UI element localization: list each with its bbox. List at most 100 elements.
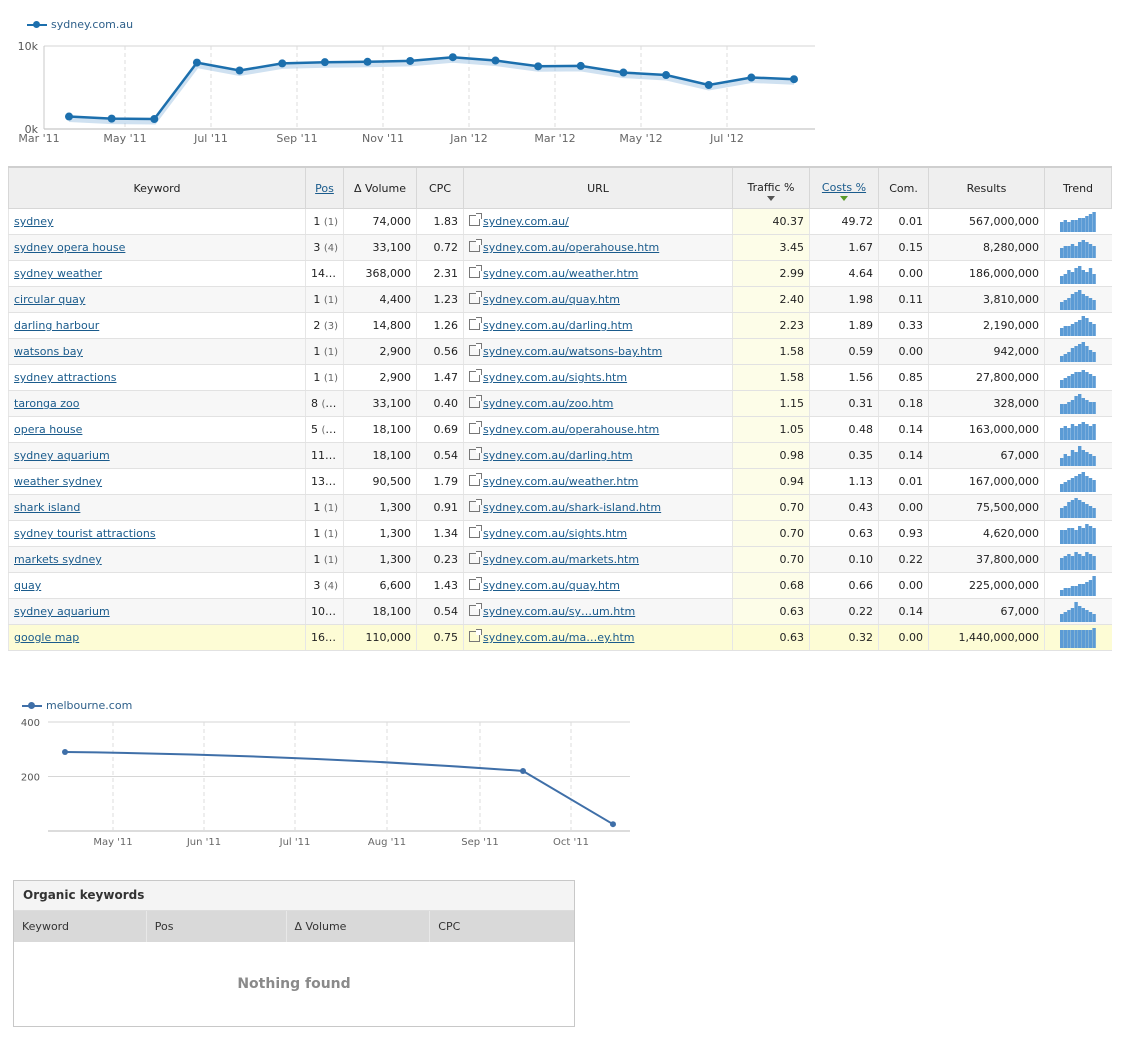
- url-link[interactable]: sydney.com.au/sy…um.htm: [483, 605, 636, 618]
- url-link[interactable]: sydney.com.au/quay.htm: [483, 293, 620, 306]
- col-cpc[interactable]: CPC: [438, 920, 461, 933]
- table-row[interactable]: shark island 1 (1) 1,300 0.91 sydney.com.au/…: [8, 494, 1112, 521]
- keyword-link[interactable]: sydney aquarium: [14, 605, 110, 618]
- keyword-link[interactable]: opera house: [14, 423, 83, 436]
- volume-cell: 6,600: [343, 572, 417, 599]
- keyword-link[interactable]: circular quay: [14, 293, 86, 306]
- table-row[interactable]: opera house 5 (12) 18,100 0.69 sydney.com.au…: [8, 416, 1112, 443]
- keyword-link[interactable]: weather sydney: [14, 475, 103, 488]
- keyword-link[interactable]: sydney weather: [14, 267, 103, 280]
- table-row[interactable]: taronga zoo 8 (16) 33,100 0.40 sydney.com.au…: [8, 390, 1112, 417]
- x-tick-label: Jun '11: [186, 837, 221, 848]
- external-link-icon[interactable]: [469, 317, 482, 330]
- external-link-icon[interactable]: [469, 421, 482, 434]
- keyword-link[interactable]: sydney: [14, 215, 54, 228]
- col-url[interactable]: URL: [463, 166, 733, 209]
- keyword-link[interactable]: shark island: [14, 501, 81, 514]
- trend-bar: [1078, 525, 1082, 544]
- x-tick-label: May '12: [619, 132, 662, 145]
- url-link[interactable]: sydney.com.au/operahouse.htm: [483, 423, 660, 436]
- pos-value: 3: [313, 579, 321, 592]
- external-link-icon[interactable]: [469, 291, 482, 304]
- trend-bar: [1085, 503, 1089, 518]
- col-cpc[interactable]: CPC: [416, 166, 464, 209]
- table-row[interactable]: sydney attractions 1 (1) 2,900 1.47 sydney.c…: [8, 364, 1112, 391]
- trend-bar: [1063, 481, 1068, 492]
- col-volume[interactable]: Δ Volume: [343, 166, 417, 209]
- url-link[interactable]: sydney.com.au/weather.htm: [483, 475, 639, 488]
- external-link-icon[interactable]: [469, 629, 482, 642]
- col-keyword[interactable]: Keyword: [8, 166, 306, 209]
- trend-bar: [1085, 271, 1089, 284]
- url-link[interactable]: sydney.com.au/markets.htm: [483, 553, 640, 566]
- table-row[interactable]: circular quay 1 (1) 4,400 1.23 sydney.com.au…: [8, 286, 1112, 313]
- url-link[interactable]: sydney.com.au/darling.htm: [483, 319, 633, 332]
- url-link[interactable]: sydney.com.au/quay.htm: [483, 579, 620, 592]
- keyword-link[interactable]: sydney tourist attractions: [14, 527, 156, 540]
- sort-pos-link[interactable]: Pos: [315, 181, 334, 195]
- sydney-legend[interactable]: sydney.com.au: [27, 18, 133, 31]
- external-link-icon[interactable]: [469, 577, 482, 590]
- external-link-icon[interactable]: [469, 525, 482, 538]
- pos-cell: 3 (4): [305, 234, 344, 261]
- url-link[interactable]: sydney.com.au/operahouse.htm: [483, 241, 660, 254]
- table-row[interactable]: watsons bay 1 (1) 2,900 0.56 sydney.com.au/w…: [8, 338, 1112, 365]
- table-row[interactable]: quay 3 (4) 6,600 1.43 sydney.com.au/quay.htm…: [8, 572, 1112, 599]
- col-volume[interactable]: Δ Volume: [287, 911, 431, 942]
- keyword-link[interactable]: watsons bay: [14, 345, 83, 358]
- table-row[interactable]: sydney 1 (1) 74,000 1.83 sydney.com.au/40.37…: [8, 208, 1112, 235]
- keyword-link[interactable]: quay: [14, 579, 42, 592]
- col-traffic[interactable]: Traffic %: [732, 166, 810, 209]
- url-link[interactable]: sydney.com.au/shark-island.htm: [483, 501, 662, 514]
- url-link[interactable]: sydney.com.au/sights.htm: [483, 527, 628, 540]
- keyword-link[interactable]: sydney aquarium: [14, 449, 110, 462]
- keyword-link[interactable]: taronga zoo: [14, 397, 80, 410]
- col-results[interactable]: Results: [928, 166, 1045, 209]
- trend-bar: [1092, 299, 1097, 310]
- table-row[interactable]: darling harbour 2 (3) 14,800 1.26 sydney.com…: [8, 312, 1112, 339]
- external-link-icon[interactable]: [469, 213, 482, 226]
- col-pos[interactable]: Pos: [147, 911, 287, 942]
- melbourne-legend[interactable]: melbourne.com: [22, 699, 132, 712]
- url-link[interactable]: sydney.com.au/zoo.htm: [483, 397, 614, 410]
- external-link-icon[interactable]: [469, 551, 482, 564]
- external-link-icon[interactable]: [469, 447, 482, 460]
- keyword-link[interactable]: google map: [14, 631, 80, 644]
- table-row[interactable]: markets sydney 1 (1) 1,300 0.23 sydney.com.a…: [8, 546, 1112, 573]
- url-link[interactable]: sydney.com.au/weather.htm: [483, 267, 639, 280]
- keyword-link[interactable]: sydney opera house: [14, 241, 126, 254]
- url-link[interactable]: sydney.com.au/: [483, 215, 569, 228]
- external-link-icon[interactable]: [469, 265, 482, 278]
- trend-bar: [1074, 451, 1079, 466]
- keyword-link[interactable]: markets sydney: [14, 553, 102, 566]
- external-link-icon[interactable]: [469, 603, 482, 616]
- data-point: [62, 748, 68, 755]
- keyword-link[interactable]: darling harbour: [14, 319, 100, 332]
- col-com[interactable]: Com.: [878, 166, 929, 209]
- external-link-icon[interactable]: [469, 343, 482, 356]
- sort-costs-link[interactable]: Costs %: [821, 181, 867, 194]
- col-keyword[interactable]: Keyword: [14, 911, 147, 942]
- table-row[interactable]: sydney tourist attractions 1 (1) 1,300 1.34…: [8, 520, 1112, 547]
- trend-bar: [1081, 315, 1086, 336]
- trend-bar: [1089, 297, 1093, 310]
- col-costs[interactable]: Costs %: [809, 166, 879, 209]
- external-link-icon[interactable]: [469, 369, 482, 382]
- url-link[interactable]: sydney.com.au/ma…ey.htm: [483, 631, 635, 644]
- external-link-icon[interactable]: [469, 239, 482, 252]
- url-link[interactable]: sydney.com.au/sights.htm: [483, 371, 628, 384]
- external-link-icon[interactable]: [469, 499, 482, 512]
- costs-cell: 0.31: [809, 390, 879, 417]
- external-link-icon[interactable]: [469, 395, 482, 408]
- url-link[interactable]: sydney.com.au/watsons-bay.htm: [483, 345, 663, 358]
- keyword-link[interactable]: sydney attractions: [14, 371, 117, 384]
- external-link-icon[interactable]: [469, 473, 482, 486]
- table-row[interactable]: sydney opera house 3 (4) 33,100 0.72 sydney.…: [8, 234, 1112, 261]
- url-link[interactable]: sydney.com.au/darling.htm: [483, 449, 633, 462]
- col-pos[interactable]: Pos: [305, 166, 344, 209]
